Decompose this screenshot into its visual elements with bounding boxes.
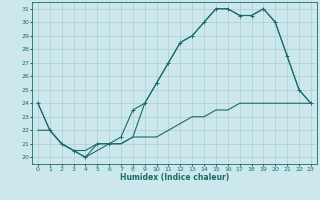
X-axis label: Humidex (Indice chaleur): Humidex (Indice chaleur) [120, 173, 229, 182]
